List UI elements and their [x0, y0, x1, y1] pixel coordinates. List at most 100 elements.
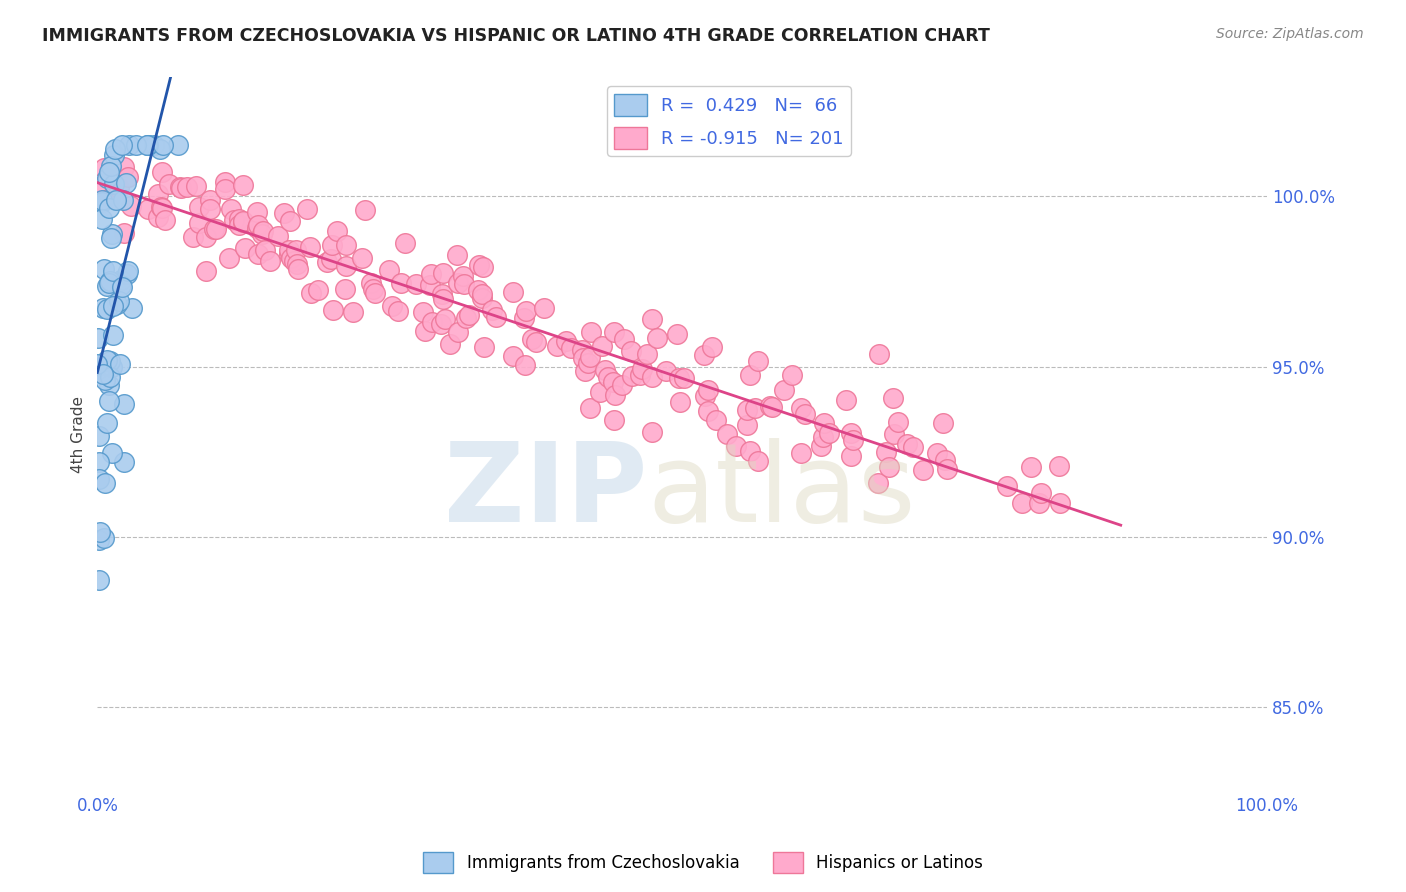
- Point: [98, 191, 121, 205]
- Point: [454, 311, 477, 326]
- Point: [603, 326, 626, 340]
- Point: [560, 341, 582, 355]
- Point: [120, 199, 142, 213]
- Point: [780, 368, 803, 383]
- Point: [672, 370, 695, 384]
- Point: [628, 368, 651, 383]
- Point: [790, 445, 813, 459]
- Point: [202, 222, 225, 236]
- Point: [90, 179, 112, 194]
- Point: [91, 368, 114, 382]
- Point: [87, 429, 110, 443]
- Point: [813, 416, 835, 430]
- Point: [866, 475, 889, 490]
- Point: [114, 177, 136, 191]
- Point: [107, 293, 129, 308]
- Point: [246, 218, 269, 232]
- Point: [603, 388, 626, 402]
- Point: [166, 138, 188, 153]
- Point: [97, 276, 120, 290]
- Point: [1029, 485, 1052, 500]
- Point: [142, 138, 165, 153]
- Point: [295, 202, 318, 216]
- Point: [696, 383, 718, 397]
- Point: [641, 312, 664, 326]
- Point: [354, 203, 377, 218]
- Point: [219, 202, 242, 216]
- Point: [157, 178, 180, 192]
- Point: [169, 180, 191, 194]
- Point: [94, 475, 117, 490]
- Point: [934, 452, 956, 467]
- Point: [389, 276, 412, 290]
- Point: [96, 170, 118, 185]
- Point: [842, 433, 865, 447]
- Point: [105, 193, 128, 207]
- Point: [665, 326, 688, 341]
- Point: [841, 425, 863, 440]
- Text: Source: ZipAtlas.com: Source: ZipAtlas.com: [1216, 27, 1364, 41]
- Point: [285, 257, 308, 271]
- Point: [911, 463, 934, 477]
- Point: [149, 200, 172, 214]
- Point: [811, 430, 834, 444]
- Text: IMMIGRANTS FROM CZECHOSLOVAKIA VS HISPANIC OR LATINO 4TH GRADE CORRELATION CHART: IMMIGRANTS FROM CZECHOSLOVAKIA VS HISPAN…: [42, 27, 990, 45]
- Point: [576, 356, 599, 370]
- Point: [218, 251, 240, 265]
- Point: [1049, 495, 1071, 509]
- Point: [136, 138, 159, 153]
- Point: [94, 372, 117, 386]
- Point: [695, 389, 717, 403]
- Point: [252, 227, 274, 241]
- Point: [93, 358, 115, 372]
- Point: [747, 354, 769, 368]
- Point: [620, 344, 643, 359]
- Point: [1047, 459, 1070, 474]
- Point: [150, 165, 173, 179]
- Point: [146, 211, 169, 225]
- Point: [439, 337, 461, 351]
- Point: [100, 231, 122, 245]
- Point: [153, 213, 176, 227]
- Point: [176, 179, 198, 194]
- Point: [283, 253, 305, 268]
- Point: [735, 418, 758, 433]
- Legend: R =  0.429   N=  66, R = -0.915   N= 201: R = 0.429 N= 66, R = -0.915 N= 201: [607, 87, 851, 156]
- Point: [246, 204, 269, 219]
- Point: [228, 218, 250, 232]
- Point: [247, 247, 270, 261]
- Point: [91, 301, 114, 315]
- Point: [342, 304, 364, 318]
- Point: [735, 403, 758, 417]
- Point: [571, 343, 593, 357]
- Point: [887, 415, 910, 429]
- Point: [471, 287, 494, 301]
- Point: [883, 426, 905, 441]
- Point: [697, 404, 720, 418]
- Point: [387, 303, 409, 318]
- Point: [378, 263, 401, 277]
- Point: [738, 368, 761, 382]
- Point: [97, 165, 120, 179]
- Point: [150, 201, 173, 215]
- Point: [246, 220, 269, 235]
- Point: [725, 439, 748, 453]
- Point: [432, 266, 454, 280]
- Point: [631, 362, 654, 376]
- Point: [97, 202, 120, 216]
- Point: [364, 285, 387, 300]
- Point: [471, 291, 494, 305]
- Point: [232, 213, 254, 227]
- Point: [877, 459, 900, 474]
- Point: [87, 471, 110, 485]
- Point: [107, 181, 129, 195]
- Point: [758, 400, 780, 414]
- Point: [267, 229, 290, 244]
- Point: [995, 479, 1018, 493]
- Point: [641, 370, 664, 384]
- Point: [222, 212, 245, 227]
- Point: [524, 335, 547, 350]
- Point: [700, 340, 723, 354]
- Point: [716, 427, 738, 442]
- Point: [325, 223, 347, 237]
